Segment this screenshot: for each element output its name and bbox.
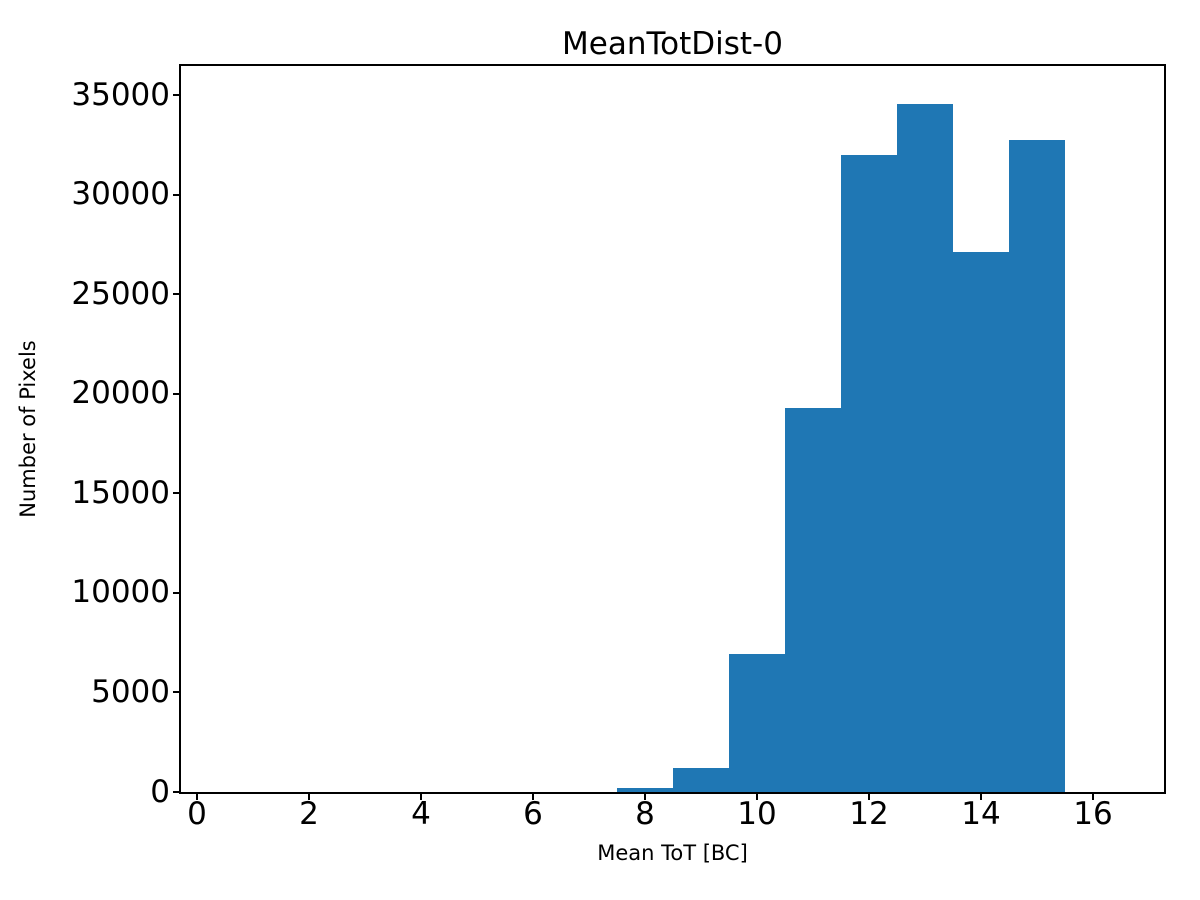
x-tick-label: 12 — [849, 796, 889, 832]
y-tick — [173, 691, 180, 694]
histogram-bar — [841, 155, 897, 792]
x-tick-label: 8 — [635, 796, 655, 832]
x-tick — [308, 793, 310, 800]
x-axis-label: Mean ToT [BC] — [597, 841, 748, 865]
y-tick — [173, 193, 180, 196]
x-tick — [979, 793, 982, 800]
histogram-bar — [617, 788, 673, 792]
x-tick — [1091, 793, 1094, 800]
x-tick — [532, 793, 534, 800]
x-tick-label: 2 — [299, 796, 319, 832]
y-tick-label: 0 — [150, 773, 170, 810]
x-tick — [867, 793, 870, 800]
y-tick-label: 30000 — [71, 176, 170, 213]
y-tick-label: 5000 — [91, 673, 170, 710]
y-tick-label: 15000 — [71, 474, 170, 511]
x-tick — [420, 793, 422, 800]
y-tick — [173, 94, 180, 97]
x-tick — [644, 793, 646, 800]
y-tick — [173, 591, 180, 594]
x-tick-label: 14 — [961, 796, 1001, 832]
histogram-bar — [785, 408, 841, 792]
x-tick — [756, 793, 758, 800]
plot-area — [179, 64, 1166, 794]
x-tick-label: 6 — [523, 796, 543, 832]
y-tick — [173, 293, 180, 296]
x-tick-label: 16 — [1073, 796, 1113, 832]
x-tick-label: 10 — [737, 796, 777, 832]
x-tick-label: 0 — [187, 796, 207, 832]
histogram-bar — [953, 252, 1009, 792]
chart-title: MeanTotDist-0 — [562, 26, 783, 62]
histogram-bar — [1009, 140, 1065, 792]
y-tick — [173, 791, 180, 793]
x-tick-label: 4 — [411, 796, 431, 832]
histogram-bar — [673, 768, 729, 792]
histogram-bar — [729, 654, 785, 792]
histogram-bar — [897, 104, 953, 792]
y-tick-label: 10000 — [71, 574, 170, 611]
x-tick — [196, 793, 198, 800]
y-tick-label: 25000 — [71, 275, 170, 312]
y-tick — [173, 492, 180, 495]
y-tick-label: 20000 — [71, 375, 170, 412]
y-tick-label: 35000 — [71, 76, 170, 113]
y-tick — [173, 392, 180, 395]
